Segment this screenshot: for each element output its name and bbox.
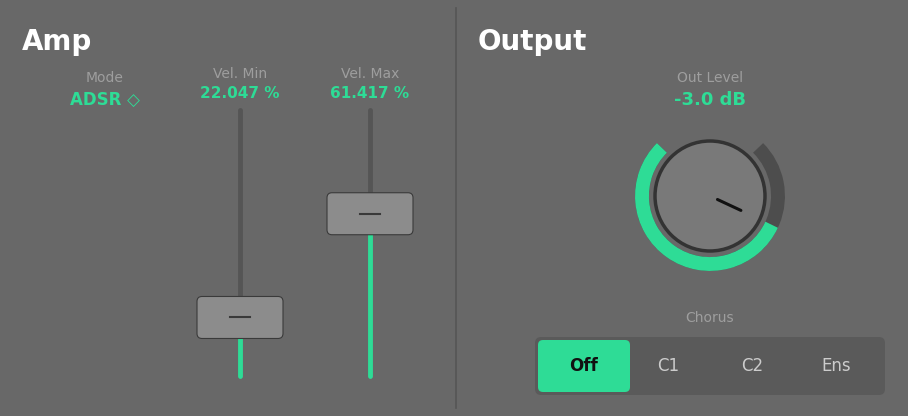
Text: Output: Output xyxy=(478,28,587,56)
Text: Vel. Max: Vel. Max xyxy=(340,67,400,81)
Circle shape xyxy=(655,141,765,251)
FancyBboxPatch shape xyxy=(197,297,283,339)
FancyBboxPatch shape xyxy=(535,337,885,395)
Text: C1: C1 xyxy=(656,357,679,375)
Text: -3.0 dB: -3.0 dB xyxy=(674,91,746,109)
Text: 22.047 %: 22.047 % xyxy=(201,87,280,102)
Text: Mode: Mode xyxy=(86,71,123,85)
FancyBboxPatch shape xyxy=(327,193,413,235)
Text: Chorus: Chorus xyxy=(686,311,735,325)
FancyBboxPatch shape xyxy=(538,340,630,392)
Text: Out Level: Out Level xyxy=(677,71,743,85)
Text: C2: C2 xyxy=(741,357,763,375)
Text: Ens: Ens xyxy=(821,357,851,375)
Text: Amp: Amp xyxy=(22,28,93,56)
Text: 61.417 %: 61.417 % xyxy=(331,87,410,102)
Text: Off: Off xyxy=(569,357,598,375)
Text: Vel. Min: Vel. Min xyxy=(213,67,267,81)
Text: ADSR ◇: ADSR ◇ xyxy=(70,91,140,109)
